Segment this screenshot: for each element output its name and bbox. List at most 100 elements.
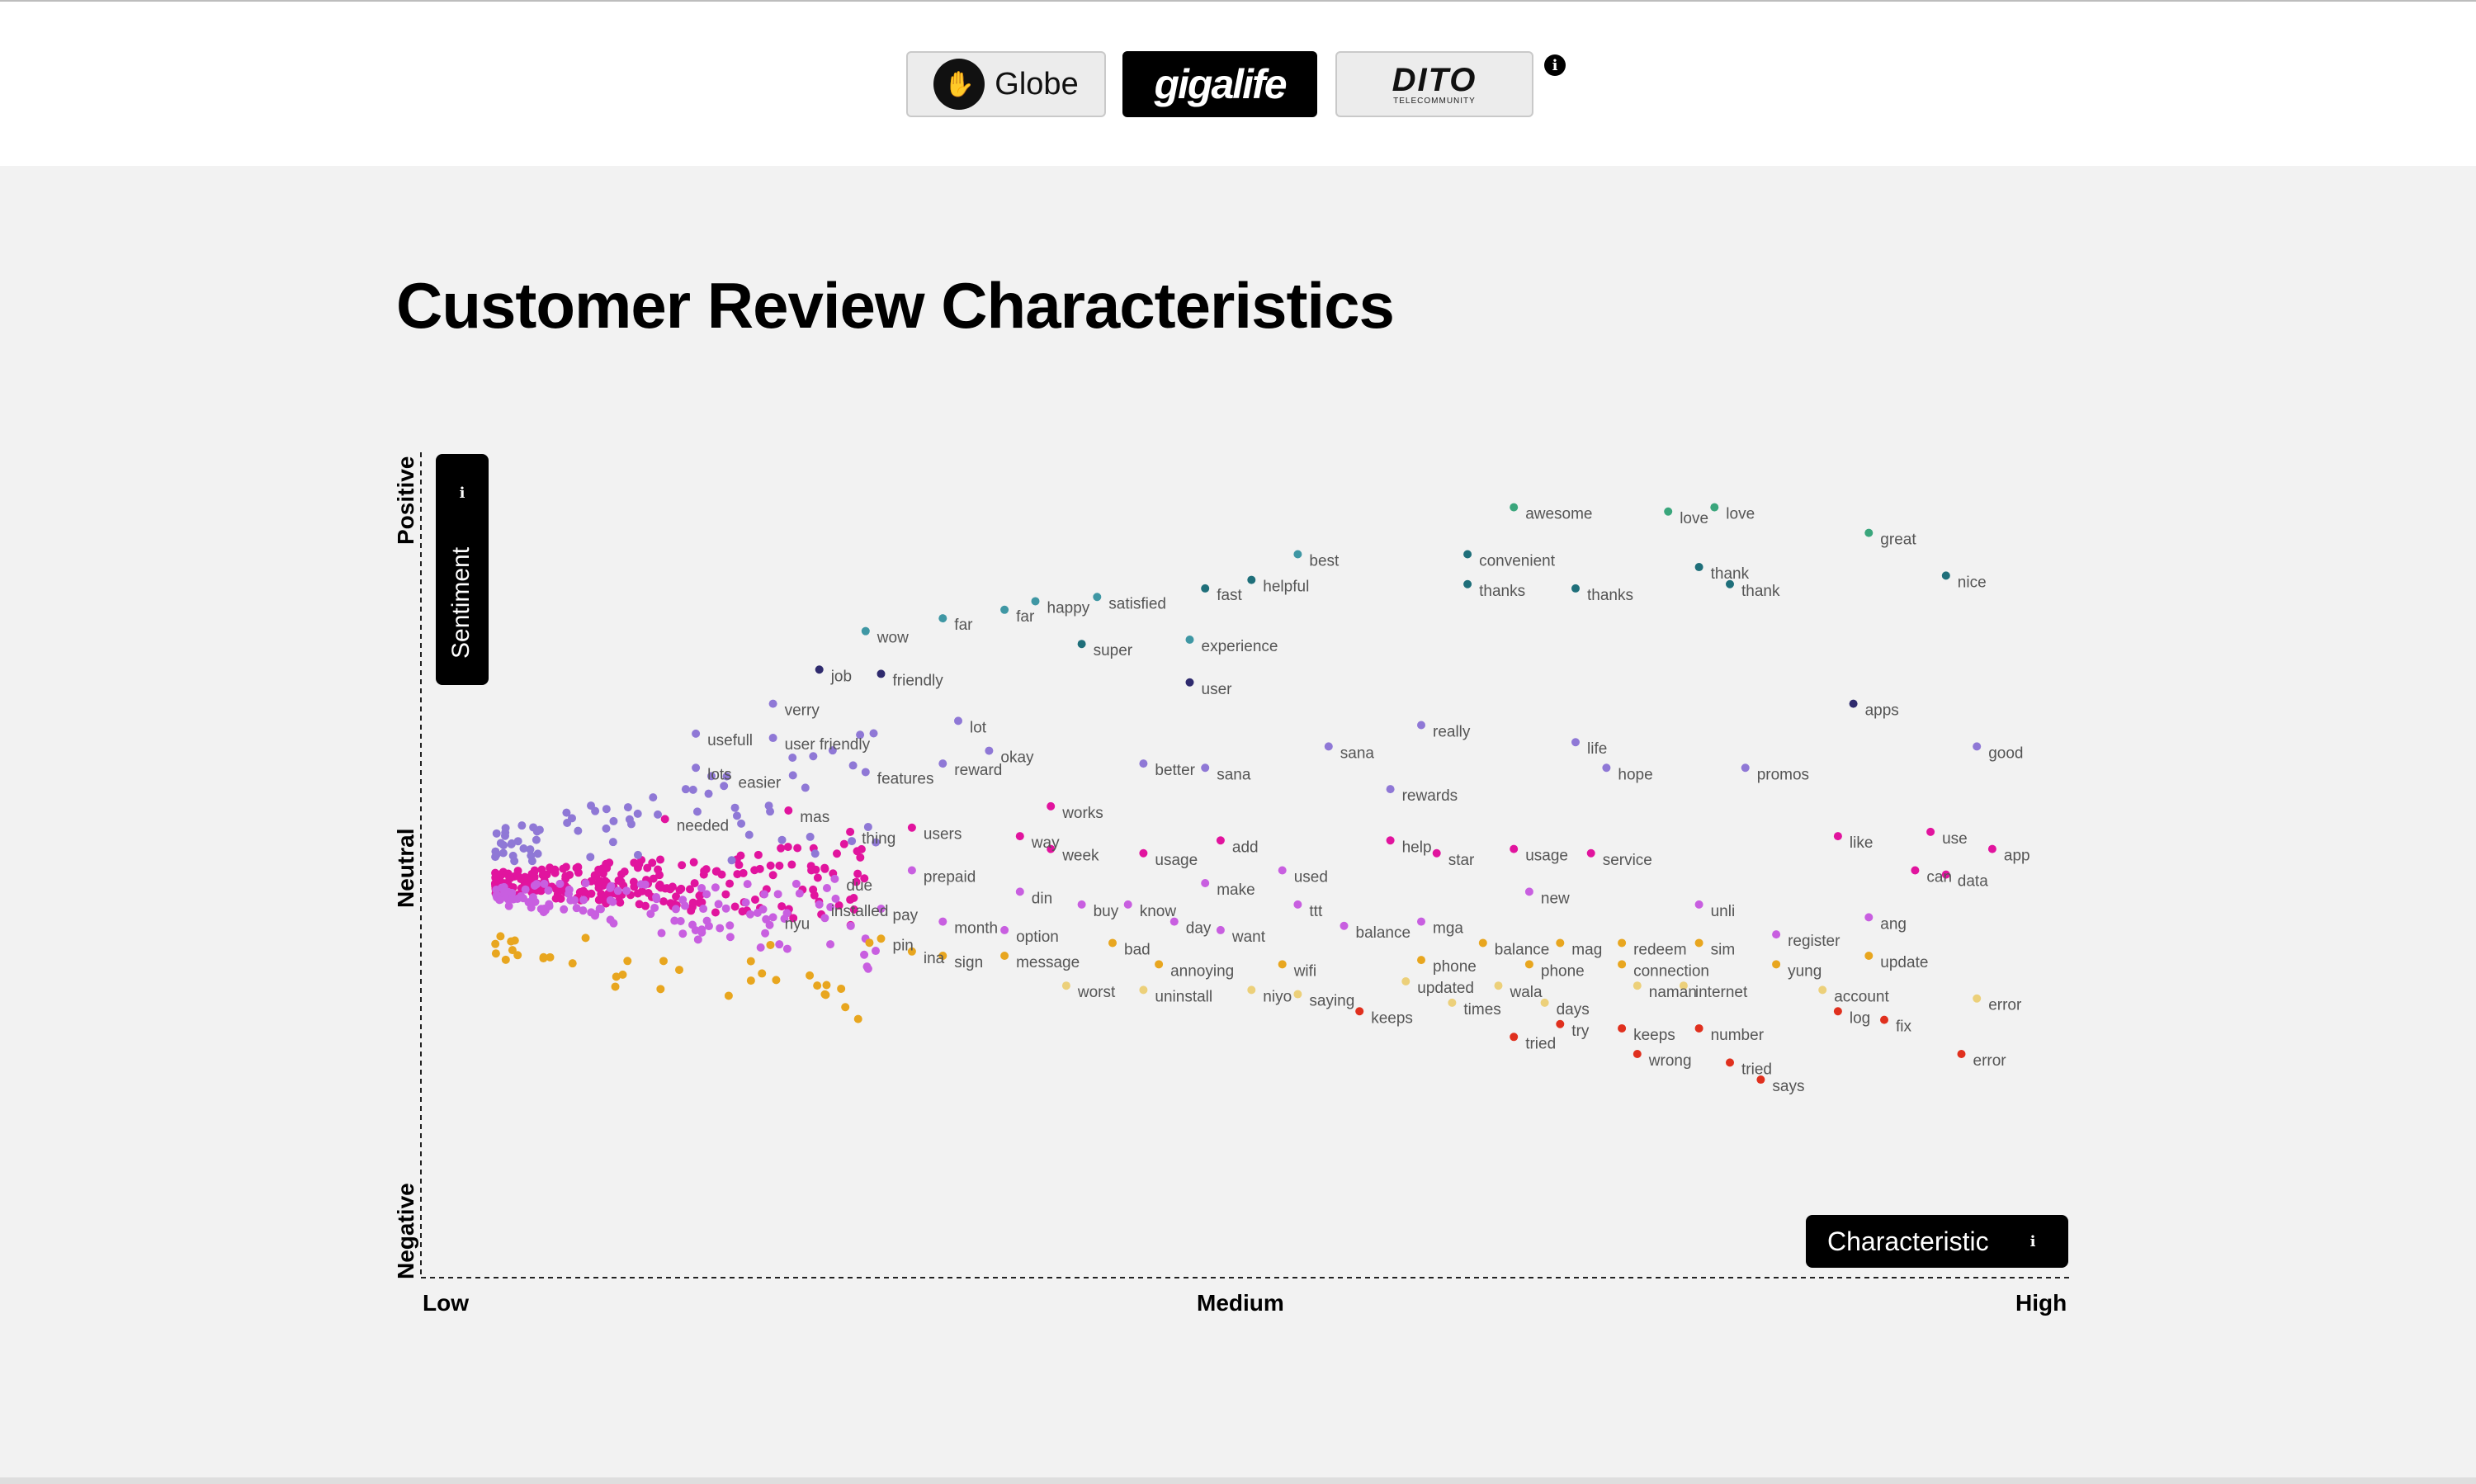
data-point[interactable] <box>1448 998 1457 1007</box>
data-point[interactable] <box>1772 960 1781 969</box>
data-point[interactable] <box>1540 998 1549 1007</box>
data-point[interactable] <box>692 763 701 773</box>
data-point[interactable] <box>1849 699 1858 708</box>
data-point[interactable] <box>985 746 994 755</box>
characteristic-axis-button[interactable]: Characteristic i <box>1806 1215 2068 1268</box>
data-point[interactable] <box>1926 827 1935 836</box>
data-point[interactable] <box>1941 870 1950 879</box>
data-point[interactable] <box>830 874 839 883</box>
data-point[interactable] <box>1694 938 1703 948</box>
data-point[interactable] <box>768 734 777 743</box>
data-point[interactable] <box>1957 1050 1966 1058</box>
data-point[interactable] <box>1756 1075 1765 1085</box>
data-point[interactable] <box>1108 938 1117 948</box>
data-point[interactable] <box>1524 887 1533 896</box>
data-point[interactable] <box>1216 836 1225 845</box>
data-point[interactable] <box>1324 742 1333 751</box>
data-point[interactable] <box>1201 763 1210 773</box>
data-point[interactable] <box>1694 563 1703 572</box>
info-icon[interactable]: i <box>451 482 473 503</box>
data-point[interactable] <box>1510 1033 1519 1042</box>
data-point[interactable] <box>1864 951 1874 960</box>
data-point[interactable] <box>768 699 777 708</box>
data-point[interactable] <box>1556 1019 1565 1028</box>
data-point[interactable] <box>1278 960 1287 969</box>
data-point[interactable] <box>1031 597 1040 606</box>
data-point[interactable] <box>907 823 916 832</box>
data-point[interactable] <box>1278 866 1287 875</box>
data-point[interactable] <box>938 759 947 768</box>
data-point[interactable] <box>1633 981 1642 990</box>
data-point[interactable] <box>1139 848 1148 858</box>
data-point[interactable] <box>1710 503 1719 512</box>
brand-button-globe[interactable]: ✋ Globe <box>906 51 1106 117</box>
data-point[interactable] <box>1417 917 1425 926</box>
data-point[interactable] <box>877 905 886 914</box>
data-point[interactable] <box>722 772 731 781</box>
data-point[interactable] <box>1401 977 1410 986</box>
data-point[interactable] <box>1000 605 1009 614</box>
data-point[interactable] <box>1293 900 1302 909</box>
data-point[interactable] <box>1061 981 1070 990</box>
data-point[interactable] <box>1911 866 1920 875</box>
data-point[interactable] <box>907 866 916 875</box>
data-point[interactable] <box>1077 900 1086 909</box>
data-point[interactable] <box>1201 584 1210 593</box>
data-point[interactable] <box>1880 1015 1888 1024</box>
data-point[interactable] <box>954 716 962 725</box>
data-point[interactable] <box>1355 1007 1364 1016</box>
data-point[interactable] <box>784 806 793 815</box>
data-point[interactable] <box>1987 844 1996 853</box>
data-point[interactable] <box>1478 938 1487 948</box>
brand-button-gigalife[interactable]: gigalife <box>1122 51 1317 117</box>
data-point[interactable] <box>1772 930 1781 939</box>
data-point[interactable] <box>692 729 701 738</box>
data-point[interactable] <box>1510 844 1519 853</box>
data-point[interactable] <box>1864 913 1874 922</box>
data-point[interactable] <box>1571 738 1580 747</box>
data-point[interactable] <box>1618 938 1627 948</box>
data-point[interactable] <box>877 669 886 678</box>
data-point[interactable] <box>815 900 824 909</box>
data-point[interactable] <box>1432 848 1441 858</box>
data-point[interactable] <box>1247 985 1256 995</box>
data-point[interactable] <box>1664 507 1673 516</box>
data-point[interactable] <box>1694 1023 1703 1033</box>
data-point[interactable] <box>1417 721 1425 730</box>
data-point[interactable] <box>1000 951 1009 960</box>
info-icon[interactable]: i <box>2022 1231 2044 1252</box>
sentiment-axis-button[interactable]: Sentiment i <box>436 454 489 685</box>
data-point[interactable] <box>861 626 870 636</box>
data-point[interactable] <box>1123 900 1132 909</box>
data-point[interactable] <box>1169 917 1179 926</box>
data-point[interactable] <box>1340 921 1349 930</box>
data-point[interactable] <box>1015 832 1024 841</box>
data-point[interactable] <box>1726 1058 1734 1067</box>
data-point[interactable] <box>877 934 886 943</box>
data-point[interactable] <box>1077 640 1086 649</box>
data-point[interactable] <box>1047 844 1056 853</box>
data-point[interactable] <box>1494 981 1503 990</box>
data-point[interactable] <box>1047 801 1056 811</box>
data-point[interactable] <box>1185 636 1194 645</box>
brand-button-dito[interactable]: DITO TELECOMMUNITY <box>1335 51 1533 117</box>
info-icon[interactable]: i <box>1544 54 1566 76</box>
data-point[interactable] <box>1556 938 1565 948</box>
data-point[interactable] <box>1293 550 1302 559</box>
data-point[interactable] <box>1185 678 1194 687</box>
data-point[interactable] <box>1386 836 1395 845</box>
data-point[interactable] <box>1463 550 1472 559</box>
data-point[interactable] <box>1139 759 1148 768</box>
data-point[interactable] <box>1679 981 1688 990</box>
data-point[interactable] <box>1247 575 1256 584</box>
data-point[interactable] <box>1726 579 1734 588</box>
data-point[interactable] <box>1093 593 1102 602</box>
data-point[interactable] <box>1833 1007 1842 1016</box>
data-point[interactable] <box>1216 925 1225 934</box>
data-point[interactable] <box>861 768 870 777</box>
data-point[interactable] <box>846 827 855 836</box>
data-point[interactable] <box>1571 584 1580 593</box>
data-point[interactable] <box>1818 985 1827 995</box>
data-point[interactable] <box>1741 763 1750 773</box>
data-point[interactable] <box>1941 571 1950 580</box>
